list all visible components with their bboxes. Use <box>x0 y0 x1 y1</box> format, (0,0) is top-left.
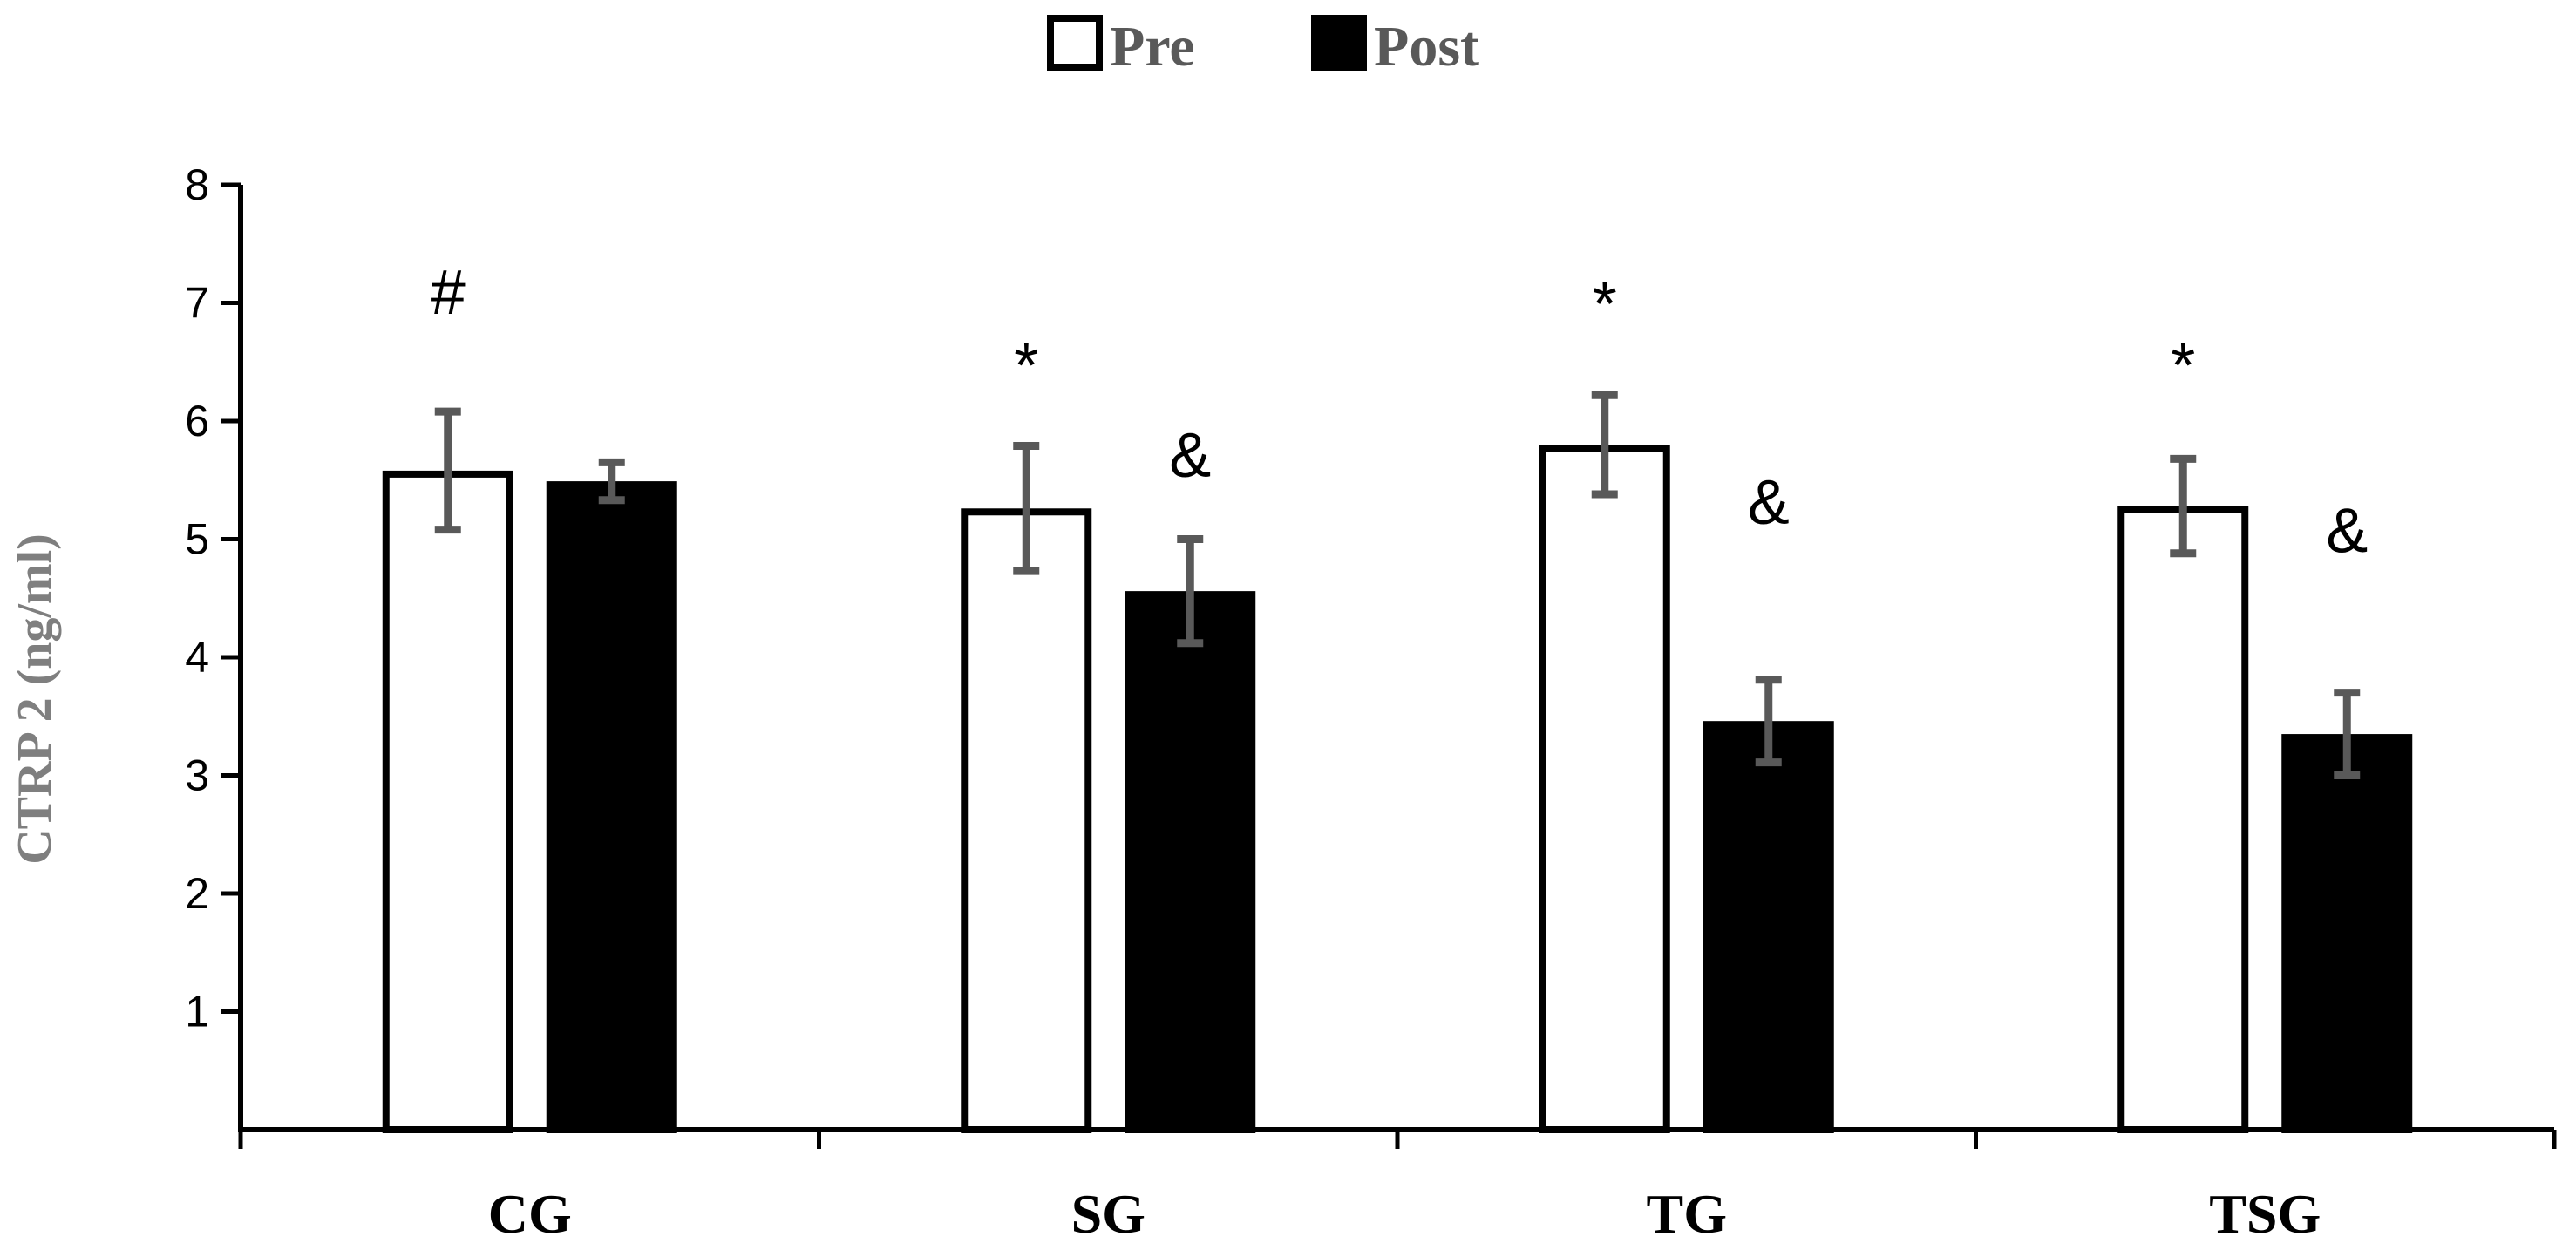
y-tick-label: 5 <box>185 515 209 564</box>
legend: Pre Post <box>1047 15 1479 78</box>
significance-marker: * <box>1593 270 1617 340</box>
category-label: SG <box>1071 1183 1145 1245</box>
error-bar <box>1591 391 1618 499</box>
legend-swatch <box>1047 15 1103 71</box>
y-axis-label: CTRP 2 (ng/ml) <box>8 533 62 865</box>
significance-marker: * <box>1014 331 1038 401</box>
y-tick-label: 3 <box>185 751 209 800</box>
error-bar <box>1177 535 1204 648</box>
y-tick-label: 2 <box>185 869 209 918</box>
category-label: CG <box>488 1183 572 1245</box>
y-tick-label: 8 <box>185 160 209 209</box>
bar-post-tg <box>1703 721 1834 1133</box>
bar-post-sg <box>1125 591 1256 1133</box>
legend-label: Post <box>1374 15 1479 78</box>
significance-marker: & <box>1169 421 1211 491</box>
x-axis: CG SG TG TSG <box>238 1127 2557 1245</box>
bar-post-cg <box>546 481 677 1133</box>
significance-marker: & <box>2326 497 2368 567</box>
annotations: # * & * & * & <box>431 258 2369 567</box>
significance-marker: # <box>431 258 466 328</box>
legend-item-pre: Pre <box>1047 15 1195 78</box>
error-bar <box>434 407 461 534</box>
category-label: TSG <box>2209 1183 2321 1245</box>
bar-pre-sg <box>961 508 1092 1133</box>
category-label: TG <box>1647 1183 1727 1245</box>
significance-marker: * <box>2171 331 2195 401</box>
legend-item-post: Post <box>1311 15 1479 78</box>
y-tick-label: 6 <box>185 397 209 445</box>
error-bars <box>434 391 2361 779</box>
bars <box>382 445 2413 1133</box>
bar-pre-tg <box>1539 445 1670 1133</box>
error-bar <box>2170 454 2197 558</box>
error-bar <box>598 458 625 505</box>
error-bar <box>2334 689 2361 779</box>
legend-swatch <box>1311 15 1367 71</box>
significance-marker: & <box>1748 468 1790 538</box>
y-tick-label: 1 <box>185 988 209 1036</box>
bar-pre-tsg <box>2117 506 2249 1133</box>
y-tick-label: 7 <box>185 279 209 328</box>
y-tick-label: 4 <box>185 633 209 682</box>
bar-post-tsg <box>2281 734 2413 1133</box>
bar-pre-cg <box>382 470 513 1133</box>
error-bar <box>1013 441 1040 575</box>
error-bar <box>1755 676 1782 767</box>
legend-label: Pre <box>1110 15 1195 78</box>
y-axis: 1 2 3 4 5 6 7 8 <box>185 160 243 1131</box>
